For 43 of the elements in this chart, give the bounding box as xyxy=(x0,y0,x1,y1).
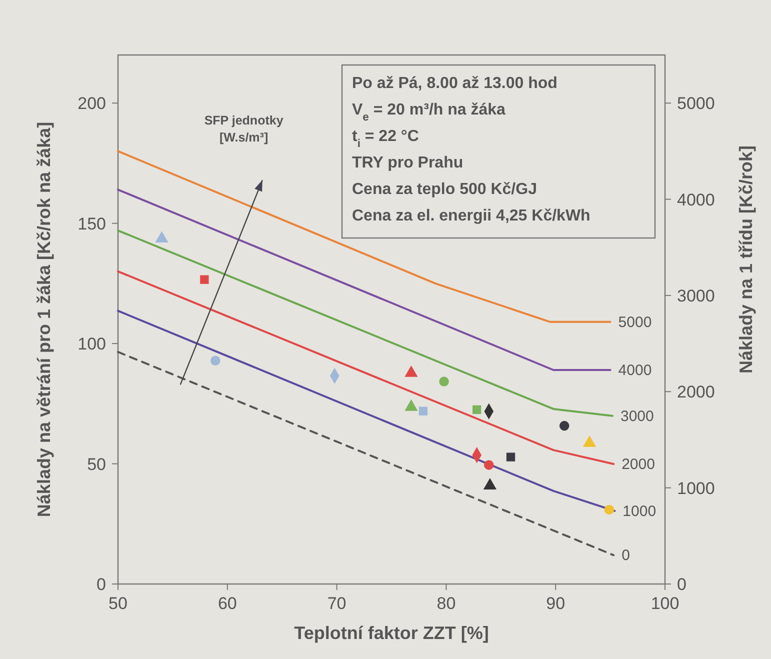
y-axis-title: Náklady na větrání pro 1 žáka [Kč/rok na žáka] xyxy=(34,122,54,518)
point xyxy=(439,376,449,386)
series-label: 0 xyxy=(622,547,630,564)
x-tick-label: 60 xyxy=(218,594,237,613)
y-tick-label: 100 xyxy=(78,334,106,354)
point xyxy=(472,405,482,414)
y2-tick-label: 4000 xyxy=(677,190,715,210)
point xyxy=(484,460,494,470)
point xyxy=(155,231,168,243)
series-label: 4000 xyxy=(618,362,652,379)
y2-tick-label: 1000 xyxy=(677,478,715,498)
annotation: Cena za el. energii 4,25 Kč/kWh xyxy=(352,208,590,224)
x-axis-title: Teplotní faktor ZZT [%] xyxy=(294,623,489,643)
point xyxy=(210,356,220,366)
annotation: Cena za teplo 500 Kč/GJ xyxy=(352,181,537,198)
y-tick-label: 0 xyxy=(96,575,106,594)
annotation: SFP jednotky [W.s/m³] xyxy=(204,114,284,145)
y2-tick-label: 3000 xyxy=(677,286,715,306)
point xyxy=(559,420,570,431)
point xyxy=(604,504,614,515)
annotation: t$_{i}$ = 22 °C xyxy=(352,128,420,150)
point xyxy=(200,275,209,284)
x-tick-label: 70 xyxy=(327,594,346,613)
y2-axis-title: Náklady na 1 třídu [Kč/rok] xyxy=(736,145,756,374)
x-tick-label: 50 xyxy=(108,594,128,613)
y-tick-label: 50 xyxy=(87,454,106,474)
x-tick-label: 100 xyxy=(650,594,680,613)
annotation: V$_{e}$ = 20 m³/h na žáka xyxy=(352,102,506,124)
point xyxy=(506,452,516,462)
x-tick-label: 90 xyxy=(546,594,566,613)
annotation: Po až Pá, 8.00 až 13.00 hod xyxy=(352,75,558,92)
series-label: 5000 xyxy=(618,314,652,331)
y-tick-label: 150 xyxy=(78,214,106,234)
y2-tick-label: 2000 xyxy=(677,382,715,402)
point xyxy=(418,406,428,416)
series-label: 1000 xyxy=(622,502,656,520)
x-tick-label: 80 xyxy=(436,594,456,613)
series-label: 3000 xyxy=(620,408,654,425)
series-label: 2000 xyxy=(622,456,655,474)
y-tick-label: 200 xyxy=(78,94,106,114)
y2-tick-label: 5000 xyxy=(677,94,715,114)
annotation: TRY pro Prahu xyxy=(352,154,464,172)
y2-tick-label: 0 xyxy=(677,575,686,594)
